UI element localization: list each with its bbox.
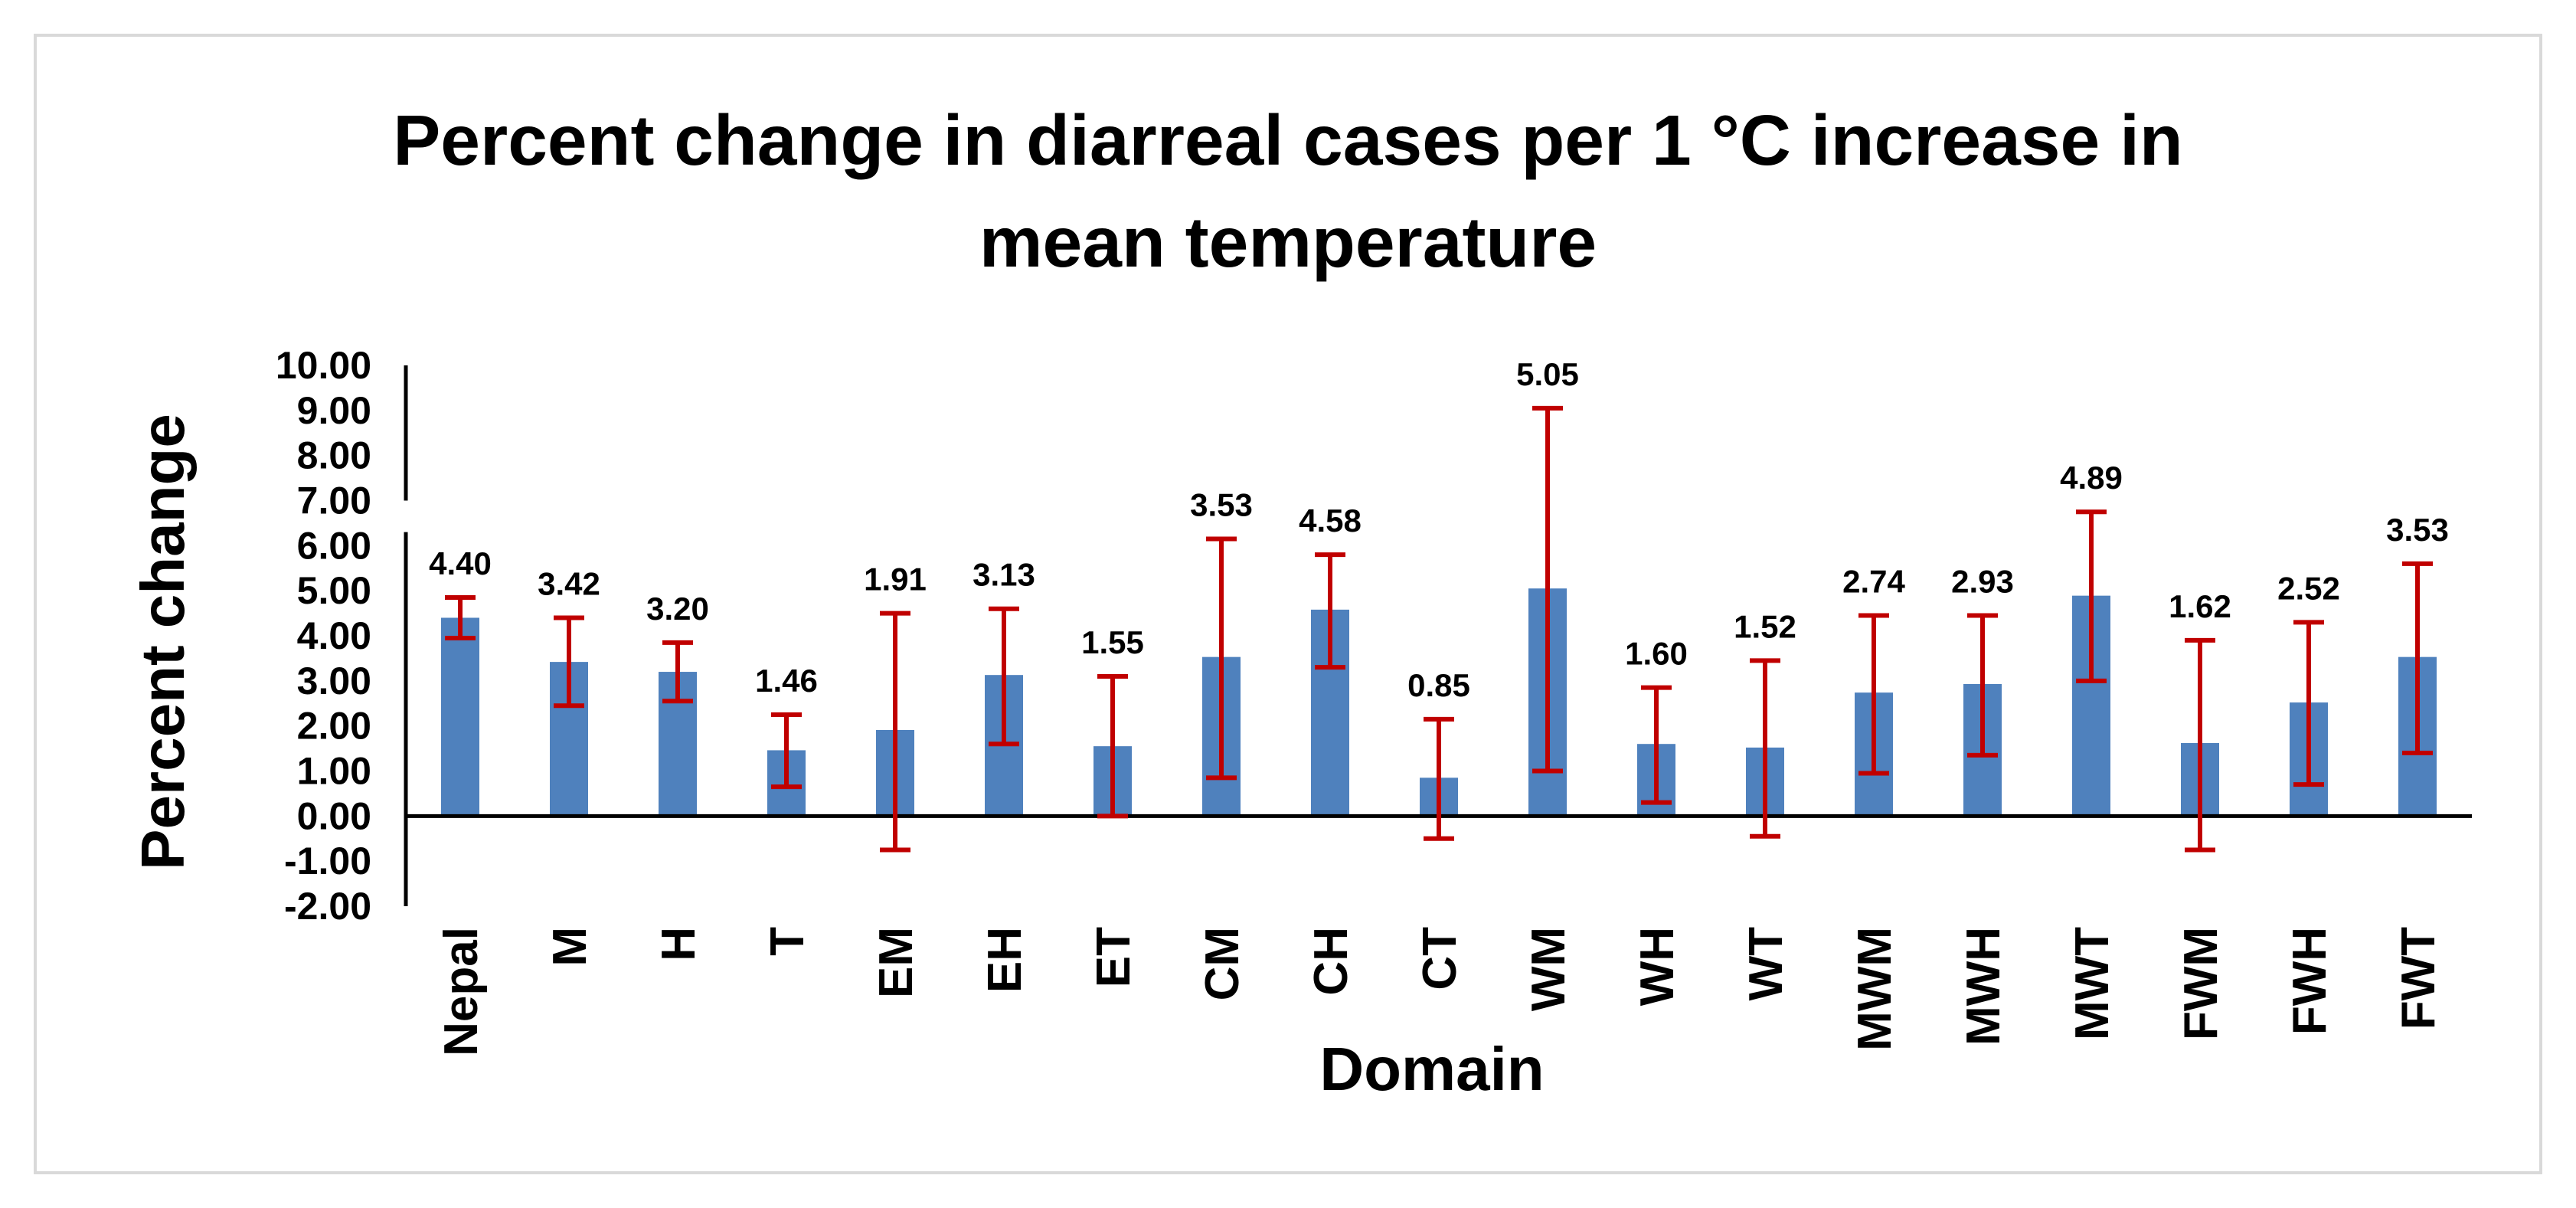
data-label-et: 1.55 [1081,624,1144,660]
chart-title-line-1: Percent change in diarreal cases per 1 °… [393,100,2183,180]
y-tick-label: 0.00 [297,794,371,837]
error-bar-nepal [445,594,476,640]
error-bar-fwh [2293,620,2324,787]
y-tick-label: 10.00 [276,344,371,387]
data-label-mwt: 4.89 [2060,460,2123,496]
chart-title-line-2: mean temperature [979,202,1597,282]
category-label-h: H [652,927,705,961]
chart-frame [34,34,2542,1174]
data-label-t: 1.46 [755,663,818,699]
error-bar-mwt [2076,509,2107,683]
y-axis-ticks: -2.00-1.000.001.002.003.004.005.006.007.… [276,344,371,928]
category-label-nepal: Nepal [435,927,488,1056]
data-label-em: 1.91 [864,561,927,597]
category-label-cm: CM [1196,927,1249,1000]
data-label-h: 3.20 [646,591,709,627]
category-label-wh: WH [1631,927,1684,1006]
error-bar-t [771,712,802,790]
y-tick-label: 1.00 [297,750,371,793]
error-bar-m [554,615,584,709]
data-label-fwh: 2.52 [2277,570,2340,606]
y-tick-label: 6.00 [297,524,371,567]
category-label-fwh: FWH [2283,927,2336,1035]
category-label-wm: WM [1522,927,1575,1011]
data-label-nepal: 4.40 [429,545,492,581]
category-label-mwm: MWM [1849,927,1901,1051]
error-bar-fwm [2185,637,2215,853]
category-label-mwt: MWT [2066,927,2119,1040]
category-label-eh: EH [979,927,1031,993]
data-label-wm: 5.05 [1516,356,1579,392]
error-bar-h [662,640,693,704]
y-tick-label: 2.00 [297,705,371,748]
bar-nepal [441,617,479,817]
data-label-fwm: 1.62 [2169,588,2231,624]
error-bar-wt [1750,658,1780,839]
data-label-mwm: 2.74 [1842,564,1905,600]
category-label-t: T [761,927,814,956]
error-bar-eh [989,606,1019,747]
error-bar-ct [1424,716,1454,841]
y-tick-label: 7.00 [297,480,371,522]
y-tick-label: -1.00 [284,840,371,882]
y-tick-label: 3.00 [297,660,371,702]
y-tick-label: 9.00 [297,389,371,432]
category-label-m: M [544,927,597,967]
error-bar-mwm [1858,613,1889,776]
chart-title: Percent change in diarreal cases per 1 °… [393,100,2183,282]
category-label-ct: CT [1414,927,1466,990]
category-label-fwt: FWT [2392,927,2445,1030]
error-bar-em [880,611,910,853]
data-label-cm: 3.53 [1190,487,1253,523]
x-axis-title: Domain [1319,1035,1544,1103]
error-bar-mwh [1967,613,1998,758]
data-label-wh: 1.60 [1625,636,1688,672]
data-label-mwh: 2.93 [1951,564,2014,600]
category-label-em: EM [870,927,923,998]
y-axis-title: Percent change [129,414,197,870]
category-label-wt: WT [1740,927,1793,1001]
error-bar-fwt [2402,561,2433,755]
data-label-eh: 3.13 [973,557,1035,593]
y-tick-label: 4.00 [297,614,371,657]
data-label-ch: 4.58 [1299,503,1362,539]
y-tick-label: 8.00 [297,434,371,477]
y-tick-label: 5.00 [297,569,371,612]
y-tick-label: -2.00 [284,885,371,928]
category-label-ch: CH [1305,927,1358,996]
error-bar-wm [1532,405,1563,774]
data-label-ct: 0.85 [1407,667,1470,703]
data-label-fwt: 3.53 [2386,512,2449,548]
error-bars [445,405,2433,853]
category-label-fwm: FWM [2175,927,2228,1040]
category-label-et: ET [1087,927,1140,987]
data-labels: 4.40 3.42 3.20 1.46 1.91 3.13 1.55 3.53 4.58 0.85… [429,356,2449,703]
data-label-m: 3.42 [538,565,600,601]
error-bar-ch [1315,552,1345,670]
data-label-wt: 1.52 [1734,608,1796,644]
category-label-mwh: MWH [1957,927,2010,1046]
x-axis-category-labels: Nepal M H T EM EH ET CM CH CT WM WH WT MWM MWH MWT FWM FW… [435,927,2445,1056]
error-bar-cm [1206,536,1237,781]
error-bar-wh [1641,685,1672,805]
error-bar-et [1097,673,1128,819]
